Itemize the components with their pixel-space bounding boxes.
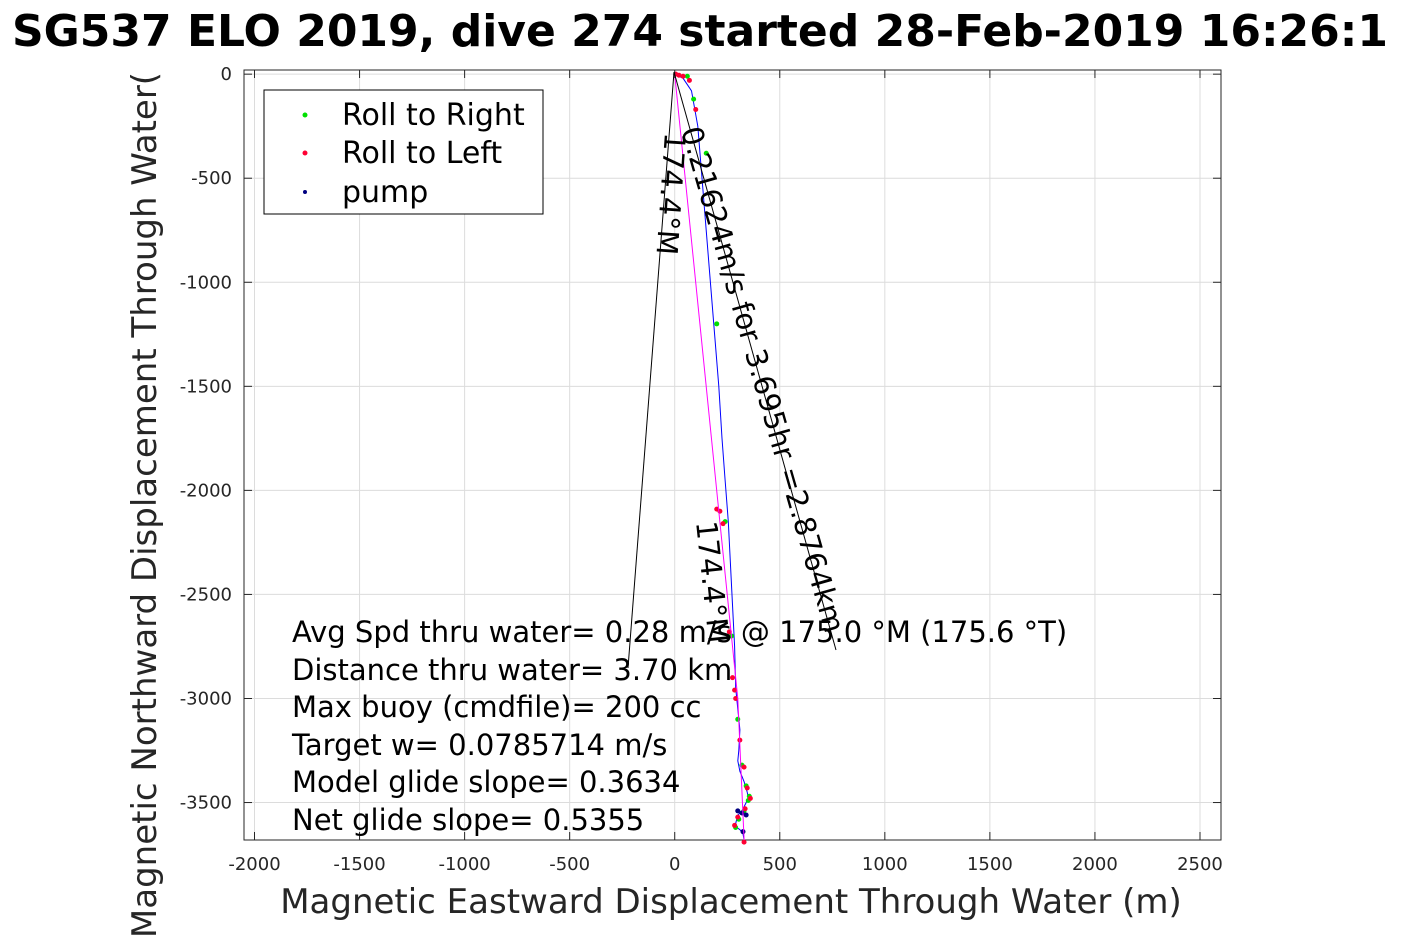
x-tick-label: 2000 (1072, 854, 1118, 875)
point-roll-to-left (720, 521, 726, 527)
point-roll-to-left (747, 795, 753, 801)
series-magenta-track-line (674, 74, 745, 841)
point-pump (743, 812, 749, 818)
point-roll-to-left (735, 814, 741, 820)
y-tick-label: -2000 (180, 480, 232, 501)
y-tick-label: -3000 (180, 688, 232, 709)
legend-item-roll-left: Roll to Left (342, 136, 502, 171)
tick-layer: -2000 -1500 -1000 -500 0 500 1000 1500 2000 2500 0… (180, 64, 1223, 875)
point-roll-to-left (732, 822, 738, 828)
y-tick-label: -3500 (180, 793, 232, 814)
x-tick-label: 500 (763, 854, 797, 875)
point-roll-to-left (676, 72, 682, 78)
x-axis-label: Magnetic Eastward Displacement Through W… (280, 882, 1182, 922)
x-tick-label: 2500 (1177, 854, 1223, 875)
point-roll-to-left (680, 73, 686, 79)
plot-area-frame (243, 69, 1222, 841)
x-tick-label: 0 (669, 854, 680, 875)
y-tick-label: -500 (191, 168, 232, 189)
point-roll-to-right (684, 73, 690, 79)
legend-marker-roll-left (302, 150, 308, 156)
x-tick-label: -2000 (228, 854, 280, 875)
y-tick-label: -1000 (180, 272, 232, 293)
y-tick-label: 0 (221, 64, 232, 85)
point-pump (740, 829, 746, 835)
point-roll-to-left (741, 839, 747, 845)
point-roll-to-right (703, 150, 709, 156)
point-roll-to-right (735, 716, 741, 722)
stat-distance: Distance thru water= 3.70 km (292, 653, 732, 687)
heading-wedge-right-line (673, 71, 837, 651)
point-pump (735, 808, 741, 814)
point-roll-to-left (693, 107, 699, 113)
point-roll-to-left (742, 806, 748, 812)
y-axis-label: Magnetic Northward Displacement Through … (125, 72, 165, 938)
legend: Roll to Right Roll to Left pump (263, 89, 544, 215)
x-tick-label: 1000 (862, 854, 908, 875)
legend-marker-roll-right (302, 112, 308, 118)
heading-wedge-left-line (627, 71, 675, 669)
point-roll-to-right (714, 321, 720, 327)
legend-item-roll-right: Roll to Right (342, 98, 525, 133)
y-tick-label: -2500 (180, 584, 232, 605)
point-roll-to-left (732, 687, 738, 693)
point-roll-to-left (733, 695, 739, 701)
stat-target-w: Target w= 0.0785714 m/s (291, 728, 667, 762)
legend-item-pump: pump (342, 175, 428, 210)
stat-net-glide-slope: Net glide slope= 0.5355 (292, 803, 644, 837)
series-layer (673, 71, 753, 845)
legend-box (263, 89, 544, 215)
point-roll-to-left (686, 77, 692, 83)
chart-title: SG537 ELO 2019, dive 274 started 28-Feb-… (12, 6, 1388, 57)
point-roll-to-left (744, 785, 750, 791)
legend-marker-pump (303, 190, 307, 194)
x-tick-label: -500 (549, 854, 590, 875)
x-tick-label: -1000 (438, 854, 490, 875)
stat-model-glide-slope: Model glide slope= 0.3634 (292, 765, 680, 799)
x-tick-label: -1500 (333, 854, 385, 875)
point-roll-to-left (730, 675, 735, 681)
stat-avg-speed: Avg Spd thru water= 0.28 m/s @ 175.0 °M … (292, 615, 1067, 649)
x-tick-label: 1500 (967, 854, 1013, 875)
point-roll-to-left (741, 764, 747, 770)
y-tick-label: -1500 (180, 376, 232, 397)
point-roll-to-right (691, 96, 697, 102)
stat-max-buoy: Max buoy (cmdfile)= 200 cc (292, 690, 701, 724)
